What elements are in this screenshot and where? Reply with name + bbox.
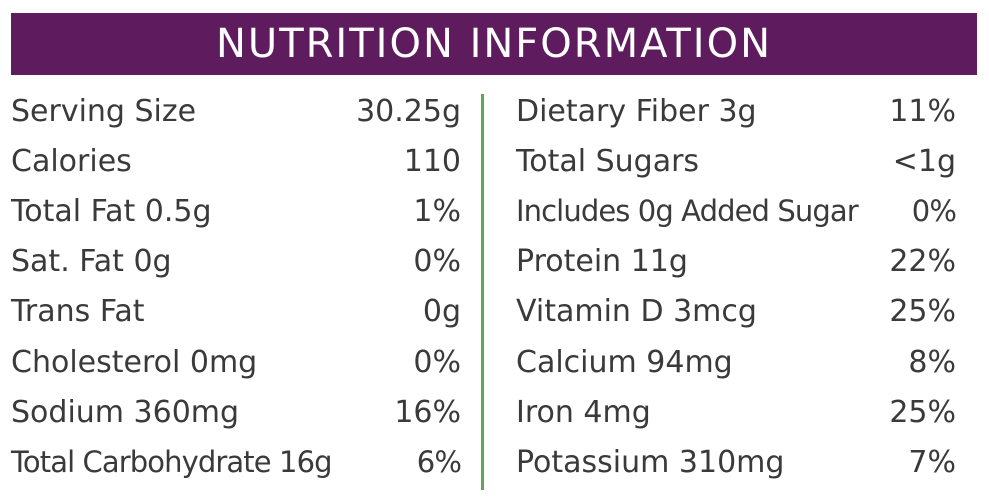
nutrient-label: Iron 4mg xyxy=(516,394,651,430)
nutrient-row-calories: Calories 110 xyxy=(11,136,461,186)
nutrient-label: Trans Fat xyxy=(11,294,145,330)
nutrient-value: 0g xyxy=(422,294,461,330)
nutrient-label: Cholesterol 0mg xyxy=(11,344,258,380)
nutrient-row-potassium: Potassium 310mg 7% xyxy=(516,437,956,487)
nutrient-value: 30.25g xyxy=(356,93,461,129)
nutrient-value: 0% xyxy=(413,344,461,380)
nutrient-value: 110 xyxy=(403,143,461,179)
nutrient-value: 25% xyxy=(889,294,956,330)
nutrient-row-protein: Protein 11g 22% xyxy=(516,237,956,287)
nutrient-value: 8% xyxy=(908,344,956,380)
nutrient-value: 1% xyxy=(413,193,461,229)
nutrient-row-dietary-fiber: Dietary Fiber 3g 11% xyxy=(516,86,956,136)
nutrient-row-added-sugar: Includes 0g Added Sugar 0% xyxy=(516,186,957,236)
nutrient-value: 22% xyxy=(889,244,956,280)
nutrient-value: 16% xyxy=(394,394,461,430)
nutrient-value: 0% xyxy=(413,244,461,280)
nutrient-value: 7% xyxy=(908,444,956,480)
nutrient-value: <1g xyxy=(892,143,956,179)
nutrient-row-sat-fat: Sat. Fat 0g 0% xyxy=(11,237,461,287)
nutrient-label: Vitamin D 3mcg xyxy=(516,294,757,330)
nutrient-row-iron: Iron 4mg 25% xyxy=(516,387,956,437)
nutrient-row-total-carbohydrate: Total Carbohydrate 16g 6% xyxy=(11,437,462,487)
column-divider xyxy=(481,94,484,490)
left-nutrient-column: Serving Size 30.25g Calories 110 Total F… xyxy=(11,86,462,488)
nutrient-label: Serving Size xyxy=(11,93,197,129)
nutrient-row-trans-fat: Trans Fat 0g xyxy=(11,287,461,337)
nutrient-label: Dietary Fiber 3g xyxy=(516,93,757,129)
nutrient-label: Calcium 94mg xyxy=(516,344,733,380)
nutrient-label: Total Carbohydrate 16g xyxy=(11,445,333,480)
nutrient-row-calcium: Calcium 94mg 8% xyxy=(516,337,956,387)
nutrient-row-total-fat: Total Fat 0.5g 1% xyxy=(11,186,461,236)
nutrient-row-cholesterol: Cholesterol 0mg 0% xyxy=(11,337,461,387)
nutrient-value: 0% xyxy=(911,194,957,229)
nutrient-value: 25% xyxy=(889,394,956,430)
nutrient-row-sodium: Sodium 360mg 16% xyxy=(11,387,461,437)
nutrient-label: Protein 11g xyxy=(516,244,688,280)
nutrient-label: Includes 0g Added Sugar xyxy=(516,194,859,229)
nutrient-value: 11% xyxy=(889,93,956,129)
nutrient-row-vitamin-d: Vitamin D 3mcg 25% xyxy=(516,287,956,337)
right-nutrient-column: Dietary Fiber 3g 11% Total Sugars <1g In… xyxy=(516,86,957,488)
nutrient-label: Sat. Fat 0g xyxy=(11,244,172,280)
nutrition-header-bar: NUTRITION INFORMATION xyxy=(11,13,977,75)
nutrient-label: Potassium 310mg xyxy=(516,444,785,480)
nutrient-label: Calories xyxy=(11,143,132,179)
nutrient-label: Sodium 360mg xyxy=(11,394,240,430)
nutrient-label: Total Sugars xyxy=(516,143,700,179)
nutrient-label: Total Fat 0.5g xyxy=(11,193,212,229)
nutrient-value: 6% xyxy=(416,445,462,480)
page-title: NUTRITION INFORMATION xyxy=(216,21,772,67)
nutrient-row-serving-size: Serving Size 30.25g xyxy=(11,86,461,136)
nutrient-row-total-sugars: Total Sugars <1g xyxy=(516,136,956,186)
